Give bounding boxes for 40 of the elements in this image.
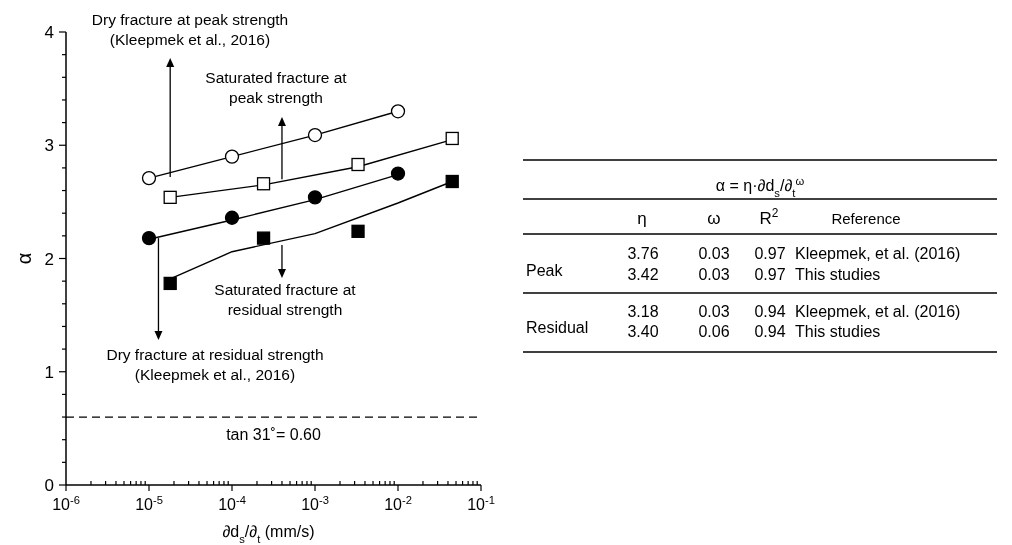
text: 0.06 [698,323,730,340]
text: 0.97 [754,245,786,262]
annotation: Saturated fracture at peak strength [205,69,348,106]
annotation: Dry fracture at residual strength (Kleepmek et al., 2016) [106,346,324,383]
y-tick-label: 3 [44,136,54,156]
x-tick-label: 10$^{-4}$ [218,494,246,513]
y-tick-label: 1 [44,362,54,382]
text: 0.97 [754,266,786,283]
text: Reference [831,210,901,227]
text: ω [707,209,721,228]
text: 0.03 [698,266,730,283]
annotation: Saturated fracture at residual strength [214,281,357,318]
text: 0.03 [698,303,730,320]
y-tick-label: 0 [44,476,54,495]
text: Kleepmek, et al. (2016) [795,303,961,320]
text: 0.94 [754,303,786,320]
x-tick-label: 10$^{-2}$ [384,494,412,513]
text: 3.40 [627,323,659,340]
y-tick-label: 4 [44,23,54,42]
text: Residual [526,319,589,336]
text: 0.03 [698,245,730,262]
x-tick-label: 10$^{-5}$ [135,494,163,513]
text: 3.76 [627,245,659,262]
x-axis-title: ∂d$_{s}$/∂$_{t}$ (mm/s) [222,523,315,545]
ref-line-label: tan 31˚= 0.60 [226,426,321,444]
text: 0.94 [754,323,786,340]
annotation: Dry fracture at peak strength (Kleepmek et al., 2016) [91,11,289,48]
x-tick-label: 10$^{-1}$ [467,494,495,513]
x-tick-label: 10$^{-6}$ [52,494,80,513]
text: This studies [795,323,881,340]
text: This studies [795,266,881,283]
y-tick-label: 2 [44,249,54,269]
text: 3.42 [627,266,659,283]
text: η [637,209,647,228]
x-tick-label: 10$^{-3}$ [301,494,329,513]
y-axis-title: α [13,252,35,265]
text: Kleepmek, et al. (2016) [795,245,961,262]
text: Peak [526,262,564,279]
text: 3.18 [627,303,659,320]
text: R$^{2}$ [759,206,779,228]
